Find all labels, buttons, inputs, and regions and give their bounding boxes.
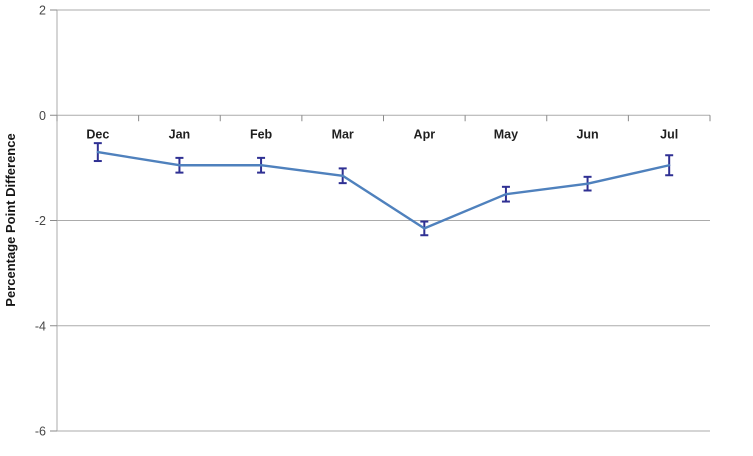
category-label: Jan	[169, 127, 191, 141]
series-polyline	[96, 150, 671, 230]
axis-labels: Dec Jan Feb Mar Apr May Jun Jul 2 0 -2 -4 -6	[35, 4, 678, 439]
category-label: Jul	[660, 127, 678, 141]
y-axis-title: Percentage Point Difference	[3, 133, 18, 306]
category-label: Mar	[332, 127, 354, 141]
category-label: Dec	[86, 127, 109, 141]
y-tick-label: -2	[35, 214, 46, 228]
category-label: May	[494, 127, 518, 141]
category-label: Jun	[576, 127, 598, 141]
y-tick-label: 0	[39, 109, 46, 123]
y-tick-label: 2	[39, 4, 46, 18]
error-bars	[93, 142, 674, 237]
axes	[50, 9, 711, 432]
data-series	[96, 150, 671, 230]
category-label: Feb	[250, 127, 273, 141]
y-tick-label: -6	[35, 425, 46, 439]
gridlines	[57, 9, 710, 432]
category-label: Apr	[414, 127, 436, 141]
y-tick-label: -4	[35, 319, 46, 333]
